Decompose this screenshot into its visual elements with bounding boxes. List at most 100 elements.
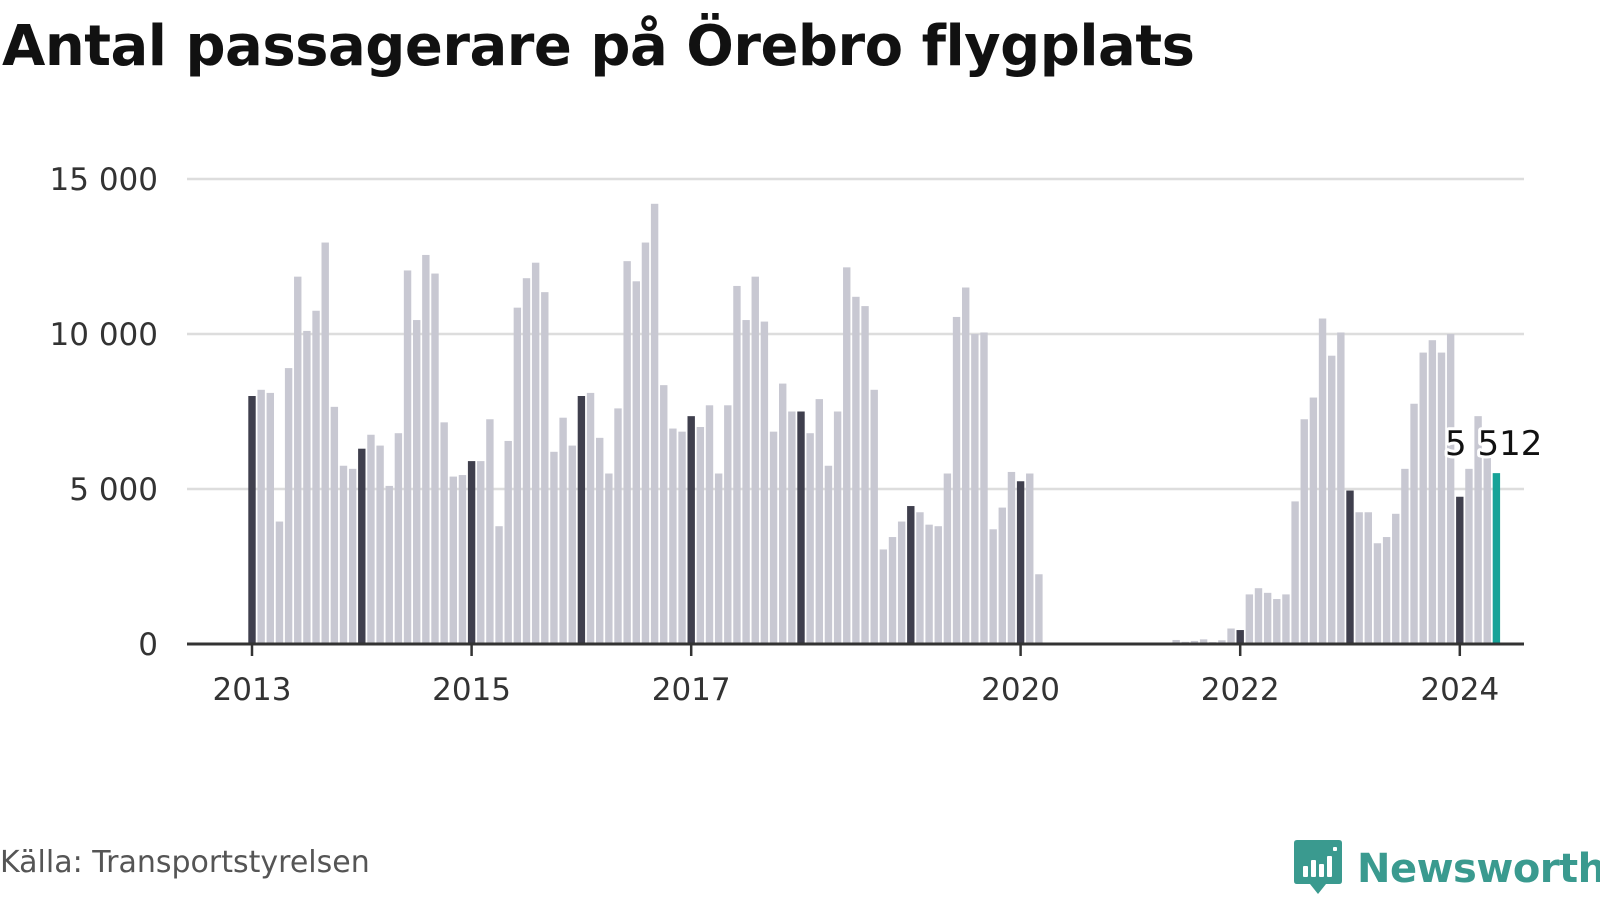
bar xyxy=(1309,397,1318,644)
bar xyxy=(1300,419,1308,644)
bar xyxy=(687,416,695,644)
bar xyxy=(1392,513,1400,644)
bar xyxy=(513,307,522,644)
bar xyxy=(980,332,988,644)
bar xyxy=(861,306,869,644)
bar xyxy=(431,273,439,644)
bar xyxy=(760,321,769,644)
x-tick-label: 2015 xyxy=(432,672,511,708)
x-tick-label: 2022 xyxy=(1201,672,1280,708)
bar xyxy=(733,285,741,644)
x-tick-label: 2020 xyxy=(981,672,1060,708)
bar xyxy=(1437,352,1446,644)
bar xyxy=(248,396,256,644)
y-tick-label: 15 000 xyxy=(50,162,158,198)
bar xyxy=(413,320,421,644)
bar xyxy=(989,529,997,644)
bar xyxy=(394,433,403,644)
bar xyxy=(303,330,311,644)
bar xyxy=(1007,471,1016,644)
bar xyxy=(797,411,805,644)
bar xyxy=(358,448,366,644)
bar xyxy=(998,507,1006,644)
bar xyxy=(1172,639,1180,644)
bar xyxy=(1401,468,1409,644)
bar xyxy=(531,262,540,644)
bar xyxy=(385,485,393,644)
bar xyxy=(952,316,961,644)
bar xyxy=(897,521,906,644)
bar xyxy=(788,411,796,644)
bar xyxy=(843,267,851,644)
bar xyxy=(714,473,723,644)
bar xyxy=(641,242,650,645)
x-tick-label: 2017 xyxy=(652,672,731,708)
bar xyxy=(1382,537,1391,644)
bar xyxy=(568,445,576,644)
y-tick-label: 0 xyxy=(138,627,158,663)
bar xyxy=(367,434,375,644)
bar xyxy=(779,383,787,644)
bar xyxy=(1199,639,1208,644)
bar-latest xyxy=(1492,473,1501,644)
bar xyxy=(678,431,686,644)
bar xyxy=(348,468,357,644)
bar xyxy=(586,392,595,644)
bar xyxy=(1318,318,1327,644)
bar xyxy=(934,526,942,644)
bar xyxy=(1483,458,1491,644)
bar xyxy=(824,465,833,644)
bar xyxy=(339,465,348,644)
bar xyxy=(724,405,732,644)
bar xyxy=(907,506,915,644)
bar xyxy=(943,473,952,644)
bar xyxy=(495,526,503,644)
bar xyxy=(1227,628,1235,644)
bar xyxy=(422,254,430,644)
bar xyxy=(962,287,970,644)
bar xyxy=(833,411,842,644)
bar xyxy=(522,278,531,644)
bar xyxy=(614,408,622,644)
bar xyxy=(284,368,293,644)
bar xyxy=(1446,334,1455,644)
bar xyxy=(467,461,476,644)
bar xyxy=(650,203,659,645)
x-tick-label: 2013 xyxy=(213,672,292,708)
bar xyxy=(916,512,924,644)
bar xyxy=(330,406,339,644)
bars xyxy=(248,203,1501,645)
bar xyxy=(559,417,567,644)
bar xyxy=(294,276,302,644)
brand-name: Newsworthy xyxy=(1357,846,1600,892)
bar xyxy=(1291,501,1299,644)
bar xyxy=(1282,594,1290,644)
bar xyxy=(806,433,814,644)
bar xyxy=(541,292,549,644)
bar xyxy=(769,431,778,644)
bar xyxy=(440,422,448,644)
bar xyxy=(742,320,750,644)
tick-labels: 0 5 000 10 000 15 000 2013 2015 2017 2020 2022 20… xyxy=(50,162,1546,708)
bar xyxy=(1364,512,1372,644)
bar xyxy=(477,461,485,644)
y-tick-label: 10 000 xyxy=(50,317,158,353)
bar xyxy=(1410,403,1418,644)
bar xyxy=(1465,468,1473,644)
brand[interactable]: Newsworthy xyxy=(1293,838,1600,900)
bar xyxy=(266,392,274,644)
bar xyxy=(504,440,512,644)
bar xyxy=(257,389,265,644)
bar xyxy=(971,334,979,644)
bar xyxy=(852,296,860,644)
bar xyxy=(1190,640,1199,644)
source-note: Källa: Transportstyrelsen xyxy=(0,845,370,880)
x-tick-label: 2024 xyxy=(1420,672,1499,708)
bar xyxy=(1273,599,1281,644)
bar xyxy=(1254,588,1263,644)
bar xyxy=(1373,543,1382,644)
bar xyxy=(1016,481,1025,644)
bar xyxy=(605,473,613,644)
bar xyxy=(1428,340,1437,644)
bar xyxy=(1337,332,1345,644)
